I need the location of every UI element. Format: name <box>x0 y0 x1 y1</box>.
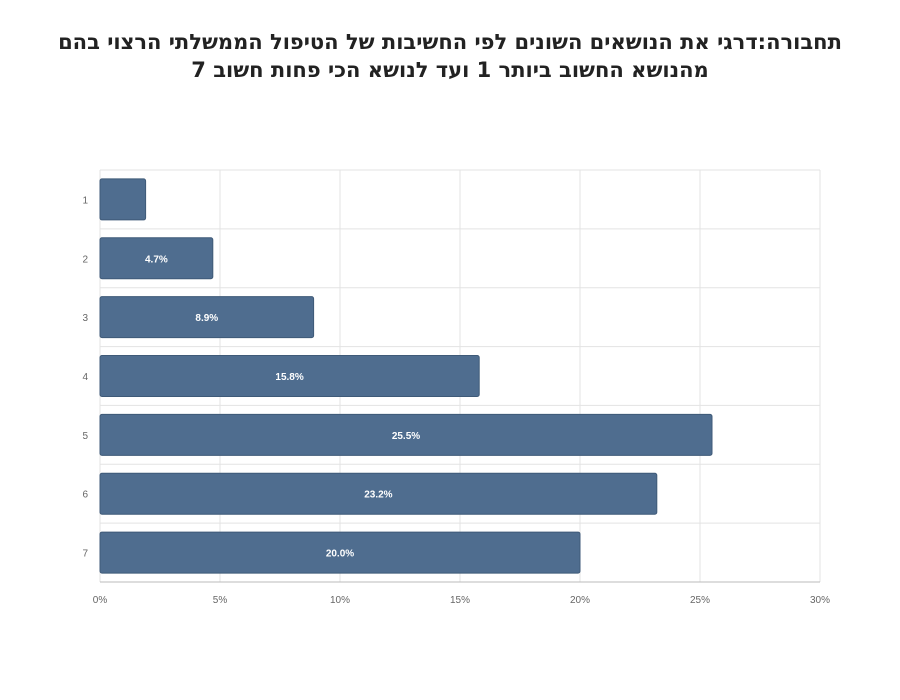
chart-title-line-2: מהנושא החשוב ביותר 1 ועד לנושא הכי פחות … <box>191 58 709 82</box>
x-tick-label-5: 25% <box>690 595 710 606</box>
data-labels: 4.7% 8.9% 15.8% 25.5% 23.2% 20.0% <box>145 254 420 559</box>
x-tick-label-2: 10% <box>330 595 350 606</box>
bar-1 <box>99 178 147 221</box>
bar-label-6: 23.2% <box>364 490 392 501</box>
y-axis-ticks: 1 2 3 4 5 6 7 <box>82 195 88 559</box>
bar-label-4: 15.8% <box>275 372 303 383</box>
y-tick-label-5: 5 <box>82 431 88 442</box>
y-tick-label-1: 1 <box>82 195 88 206</box>
bar-6 <box>99 472 658 515</box>
y-tick-label-7: 7 <box>82 549 88 560</box>
x-tick-label-6: 30% <box>810 595 830 606</box>
bar-label-2: 4.7% <box>145 254 168 265</box>
chart-title: תחבורה:דרגי את הנושאים השונים לפי החשיבו… <box>20 28 880 84</box>
y-tick-label-4: 4 <box>82 372 88 383</box>
y-tick-label-2: 2 <box>82 254 88 265</box>
bar-5 <box>99 413 713 456</box>
x-tick-label-4: 20% <box>570 595 590 606</box>
bar-2 <box>99 237 214 280</box>
bar-label-7: 20.0% <box>326 549 354 560</box>
x-tick-label-0: 0% <box>93 595 108 606</box>
y-tick-label-6: 6 <box>82 490 88 501</box>
x-tick-label-3: 15% <box>450 595 470 606</box>
bar-7 <box>99 531 581 574</box>
bar-label-3: 8.9% <box>195 313 218 324</box>
x-axis-ticks: 0% 5% 10% 15% 20% 25% 30% <box>93 595 830 606</box>
chart-title-line-1: תחבורה:דרגי את הנושאים השונים לפי החשיבו… <box>58 30 842 54</box>
bars <box>99 178 713 574</box>
y-tick-label-3: 3 <box>82 313 88 324</box>
bar-label-5: 25.5% <box>392 431 420 442</box>
x-tick-label-1: 5% <box>213 595 228 606</box>
bar-3 <box>99 296 315 339</box>
bar-4 <box>99 355 480 397</box>
